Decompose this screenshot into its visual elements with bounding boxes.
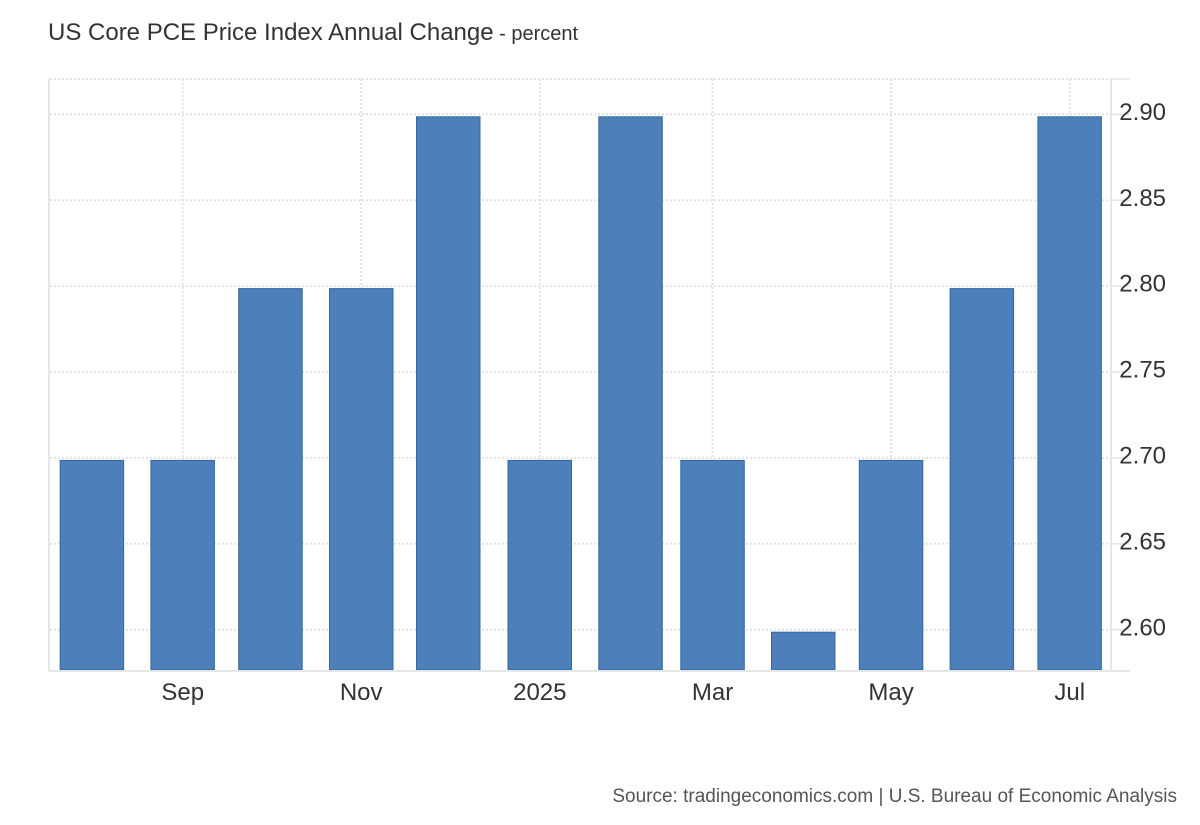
svg-text:Jul: Jul xyxy=(1054,679,1085,706)
svg-text:2.85: 2.85 xyxy=(1119,185,1166,212)
svg-text:2.80: 2.80 xyxy=(1119,271,1166,298)
svg-text:2.75: 2.75 xyxy=(1119,357,1166,384)
svg-text:Sep: Sep xyxy=(161,679,204,706)
svg-text:2.70: 2.70 xyxy=(1119,443,1166,470)
svg-text:2.90: 2.90 xyxy=(1119,99,1166,126)
svg-text:2.65: 2.65 xyxy=(1119,528,1166,555)
svg-text:Source: tradingeconomics.com |: Source: tradingeconomics.com | U.S. Bure… xyxy=(612,786,1177,807)
svg-text:Mar: Mar xyxy=(692,679,733,706)
svg-text:May: May xyxy=(868,679,913,706)
svg-text:2.60: 2.60 xyxy=(1119,614,1166,641)
svg-text:2025: 2025 xyxy=(513,679,566,706)
svg-text:Nov: Nov xyxy=(340,679,383,706)
svg-text:US Core PCE Price Index Annual: US Core PCE Price Index Annual Change - … xyxy=(48,19,579,46)
